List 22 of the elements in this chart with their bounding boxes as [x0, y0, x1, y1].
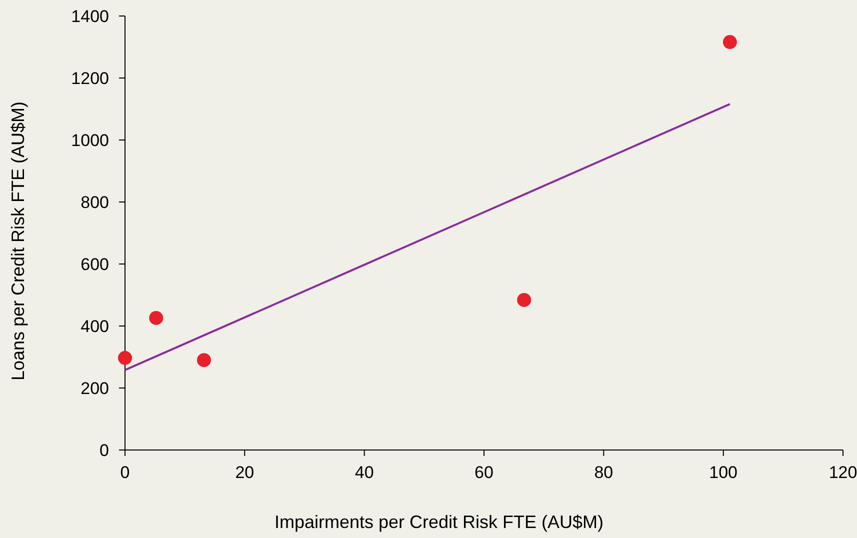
point — [722, 35, 737, 50]
y-tick-label: 1000 — [71, 130, 109, 150]
y-tick-label: 600 — [80, 254, 109, 274]
point — [196, 353, 211, 368]
x-tick-label: 80 — [594, 463, 614, 482]
x-tick-label: 0 — [120, 463, 130, 482]
x-tick-label: 40 — [354, 463, 374, 482]
y-tick-label: 200 — [80, 378, 109, 398]
point — [118, 350, 132, 365]
x-tick-label: 120 — [828, 463, 857, 482]
y-tick-label: 400 — [80, 316, 109, 336]
point — [517, 292, 532, 307]
y-tick-label: 1400 — [71, 6, 109, 26]
x-tick-label: 20 — [235, 463, 254, 482]
y-tick-label: 800 — [80, 192, 109, 212]
x-tick-label: 100 — [709, 463, 738, 482]
y-tick-label: 1200 — [71, 68, 109, 88]
x-axis-title: Impairments per Credit Risk FTE (AU$M) — [274, 512, 604, 532]
point — [149, 310, 164, 325]
y-axis-title: Loans per Credit Risk FTE (AU$M) — [8, 101, 28, 381]
y-tick-label: 0 — [100, 440, 109, 460]
x-tick-label: 60 — [474, 463, 494, 482]
